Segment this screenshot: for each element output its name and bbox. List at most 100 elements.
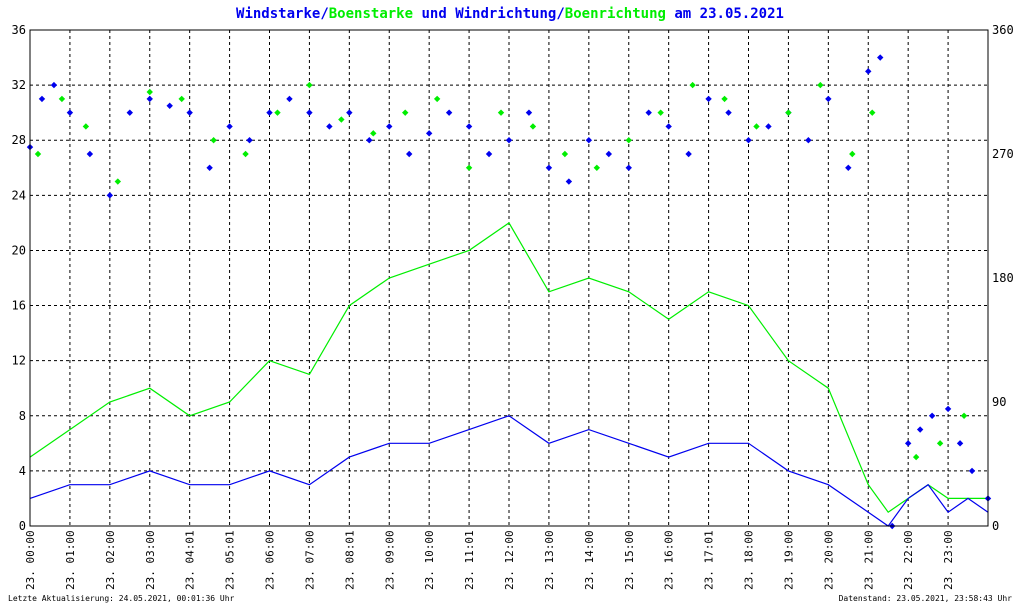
- series-line-windstarke: [29, 415, 989, 527]
- point-boenrichtung: [960, 412, 968, 419]
- point-windrichtung: [605, 150, 612, 158]
- point-windrichtung: [928, 412, 936, 419]
- point-windrichtung: [705, 95, 712, 103]
- title-windstarke: Windstarke: [236, 6, 320, 22]
- title-boenrichtung: Boenrichtung: [565, 6, 666, 22]
- y-tick-label-left: 32: [12, 78, 26, 92]
- point-windrichtung: [286, 95, 293, 103]
- x-tick-label: 23. 06:00: [264, 530, 277, 590]
- point-windrichtung: [86, 150, 94, 158]
- point-boenrichtung: [433, 95, 441, 103]
- title-boenstarke: Boenstarke: [329, 6, 413, 22]
- point-boenrichtung: [497, 109, 505, 116]
- point-boenrichtung: [869, 109, 876, 116]
- x-tick-label: 23. 15:00: [623, 530, 636, 590]
- x-tick-label: 23. 23:00: [942, 530, 955, 590]
- y-tick-label-left: 16: [12, 299, 26, 313]
- point-boenrichtung: [753, 123, 760, 130]
- x-tick-label: 23. 09:00: [383, 530, 396, 590]
- point-windrichtung: [865, 68, 872, 75]
- y-tick-label-left: 24: [12, 188, 26, 202]
- point-windrichtung: [126, 109, 133, 116]
- point-boenrichtung: [58, 95, 66, 103]
- point-boenrichtung: [210, 137, 217, 144]
- point-windrichtung: [645, 109, 652, 116]
- point-boenrichtung: [306, 81, 313, 89]
- point-windrichtung: [877, 54, 884, 61]
- x-tick-label: 23. 20:00: [822, 530, 835, 590]
- point-windrichtung: [585, 137, 593, 144]
- x-tick-label: 23. 00:00: [24, 530, 37, 590]
- point-boenrichtung: [114, 178, 122, 185]
- point-windrichtung: [904, 440, 912, 447]
- point-windrichtung: [944, 405, 952, 413]
- x-tick-label: 23. 17:01: [703, 530, 716, 590]
- point-windrichtung: [50, 81, 58, 89]
- point-windrichtung: [845, 164, 852, 171]
- point-windrichtung: [306, 109, 313, 116]
- series-line-boenstarke: [29, 222, 988, 514]
- point-windrichtung: [825, 95, 832, 103]
- title-sep1: /: [320, 6, 328, 22]
- footer-last-update: Letzte Aktualisierung: 24.05.2021, 00:01…: [8, 594, 235, 603]
- point-boenrichtung: [178, 95, 185, 103]
- point-windrichtung: [386, 123, 393, 130]
- x-tick-label: 23. 19:00: [782, 530, 795, 590]
- x-tick-label: 23. 22:00: [902, 530, 915, 590]
- point-boenrichtung: [146, 88, 153, 96]
- point-windrichtung: [146, 95, 153, 103]
- y-tick-label-right: 0: [992, 519, 999, 533]
- point-boenrichtung: [721, 95, 728, 103]
- x-tick-label: 23. 10:00: [423, 530, 436, 590]
- point-windrichtung: [745, 137, 752, 144]
- y-tick-label-right: 270: [992, 147, 1014, 161]
- x-tick-label: 23. 01:00: [64, 530, 77, 590]
- x-tick-label: 23. 02:00: [104, 530, 117, 590]
- point-windrichtung: [465, 123, 473, 130]
- right-axis: 0 90 180 270 360: [992, 23, 1014, 533]
- y-tick-label-left: 8: [19, 409, 26, 423]
- y-tick-label-left: 20: [12, 243, 26, 257]
- y-tick-label-left: 4: [19, 464, 26, 478]
- point-windrichtung: [226, 123, 233, 130]
- point-boenrichtung: [625, 137, 632, 144]
- gust-speed-layer: [29, 222, 988, 514]
- point-windrichtung: [625, 164, 632, 171]
- y-tick-label-right: 360: [992, 23, 1014, 37]
- point-windrichtung: [66, 109, 74, 116]
- point-boenrichtung: [338, 116, 345, 123]
- point-windrichtung: [445, 109, 453, 116]
- grid-layer: [30, 30, 988, 526]
- point-boenrichtung: [593, 164, 601, 171]
- wind-speed-layer: [29, 415, 989, 527]
- point-boenrichtung: [817, 81, 824, 89]
- x-tick-label: 23. 18:00: [743, 530, 756, 590]
- point-windrichtung: [725, 109, 732, 116]
- point-windrichtung: [525, 109, 533, 116]
- point-windrichtung: [166, 102, 173, 109]
- point-boenrichtung: [785, 109, 792, 116]
- point-windrichtung: [406, 150, 413, 158]
- x-tick-label: 23. 11:01: [463, 530, 476, 590]
- footer-data-status: Datenstand: 23.05.2021, 23:58:43 Uhr: [839, 594, 1013, 603]
- x-axis: 23. 00:00 23. 01:00 23. 02:00 23. 03:00 23. …: [24, 530, 955, 590]
- point-windrichtung: [765, 123, 772, 130]
- point-windrichtung: [326, 123, 333, 130]
- x-tick-label: 23. 08:01: [343, 530, 356, 590]
- point-boenrichtung: [465, 164, 473, 171]
- title-windrichtung: Windrichtung: [455, 6, 556, 22]
- point-boenrichtung: [242, 150, 249, 158]
- left-axis: 0 4 8 12 16 20 24 28 32 36: [12, 23, 26, 533]
- y-tick-label-left: 36: [12, 23, 26, 37]
- point-windrichtung: [685, 150, 692, 158]
- y-tick-label-left: 0: [19, 519, 26, 533]
- point-boenrichtung: [657, 109, 664, 116]
- point-boenrichtung: [689, 81, 696, 89]
- point-windrichtung: [106, 192, 114, 199]
- plot-frame: [29, 29, 989, 527]
- point-windrichtung: [346, 109, 353, 116]
- x-tick-label: 23. 16:00: [663, 530, 676, 590]
- x-tick-label: 23. 14:00: [583, 530, 596, 590]
- point-windrichtung: [805, 137, 812, 144]
